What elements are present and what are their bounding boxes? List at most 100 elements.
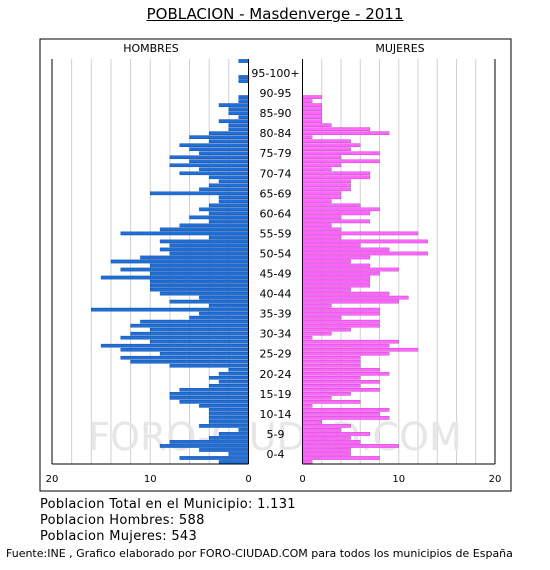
bar-hombres [150,283,249,288]
bar-hombres [150,271,249,276]
bar-mujeres [302,163,342,168]
bar-mujeres [302,119,322,123]
bar-mujeres [302,143,361,148]
bar-mujeres [302,452,351,456]
bar-mujeres [302,359,361,364]
bar-hombres [228,107,249,111]
age-group-label: 85-90 [260,107,292,120]
bar-hombres [228,111,249,115]
bar-mujeres [302,291,390,296]
bar-mujeres [302,167,332,172]
bar-mujeres [302,199,332,204]
bar-hombres [189,159,249,164]
bar-mujeres [302,179,351,184]
bar-hombres [169,440,249,444]
bar-mujeres [302,211,371,216]
bar-mujeres [302,404,313,408]
bar-mujeres [302,384,361,388]
bar-mujeres [302,367,380,372]
bar-mujeres [302,299,399,304]
bar-hombres [208,420,249,424]
age-group-label: 35-39 [260,308,292,321]
bar-hombres [238,115,249,119]
bar-hombres [159,227,249,232]
bar-mujeres [302,159,380,164]
bar-hombres [208,408,249,412]
bar-hombres [218,179,249,184]
bar-hombres [218,103,249,107]
bar-hombres [218,195,249,200]
bar-hombres [169,251,249,256]
bar-hombres [140,255,249,260]
bar-hombres [120,335,249,340]
bar-hombres [238,99,249,103]
bar-mujeres [302,95,322,99]
x-tick-label: 20 [46,474,59,485]
bar-hombres [208,436,249,440]
bar-hombres [169,363,249,368]
bar-hombres [238,79,249,83]
bar-mujeres [302,335,313,340]
header-hombres: HOMBRES [123,42,179,55]
total-population: Poblacion Total en el Municipio: 1.131 [40,497,296,512]
bar-mujeres [302,219,371,224]
age-group-label: 95-100+ [251,67,299,80]
bar-mujeres [302,231,419,236]
bar-hombres [199,167,249,172]
bar-hombres [218,379,249,384]
bar-mujeres [302,107,322,111]
bar-hombres [189,215,249,220]
age-group-label: 45-49 [260,268,292,281]
bar-mujeres [302,456,380,460]
bar-hombres [218,371,249,376]
bar-mujeres [302,416,390,420]
bar-mujeres [302,127,371,131]
age-group-label: 25-29 [260,348,292,361]
bar-hombres [169,299,249,304]
x-tick-label: 0 [299,474,305,485]
bar-hombres [120,347,249,352]
bar-mujeres [302,307,380,312]
bar-hombres [130,331,249,336]
bar-mujeres [302,171,371,176]
bar-mujeres [302,247,390,252]
bar-mujeres [302,436,351,440]
bar-hombres [159,351,249,356]
bar-hombres [189,315,249,320]
bar-mujeres [302,215,342,220]
age-group-label: 90-95 [260,87,292,100]
bar-hombres [189,147,249,152]
bar-mujeres [302,255,371,260]
bar-hombres [179,223,249,228]
bar-mujeres [302,203,361,208]
bar-mujeres [302,440,361,444]
age-group-label: 65-69 [260,187,292,200]
bar-mujeres [302,351,390,356]
bar-hombres [218,432,249,436]
x-tick-label: 10 [392,474,405,485]
bar-mujeres [302,279,371,284]
bar-mujeres [302,175,371,180]
bar-mujeres [302,363,361,368]
bar-hombres [208,131,249,135]
bar-mujeres [302,311,380,316]
x-tick-label: 0 [245,474,251,485]
age-group-label: 10-14 [260,408,292,421]
bar-hombres [218,119,249,123]
bar-mujeres [302,303,332,308]
bar-mujeres [302,271,380,276]
bar-hombres [228,367,249,372]
plot-frame [39,38,512,492]
bar-hombres [159,239,249,244]
chart-title: POBLACION - Masdenverge - 2011 [146,5,404,23]
bar-hombres [199,295,249,300]
age-group-label: 55-59 [260,227,292,240]
bar-hombres [110,259,249,264]
age-group-label: 0-4 [267,448,285,461]
bar-hombres [218,199,249,204]
bar-mujeres [302,371,390,376]
bar-mujeres [302,151,380,156]
age-group-label: 60-64 [260,207,292,220]
bar-mujeres [302,428,342,432]
bar-mujeres [302,135,313,139]
